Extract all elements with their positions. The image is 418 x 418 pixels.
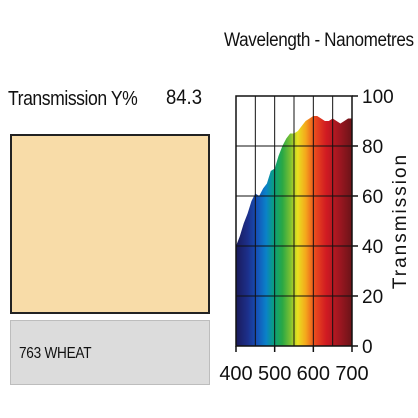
grid (236, 96, 352, 346)
x-tick-label: 700 (335, 363, 368, 385)
filter-name: 763 WHEAT (19, 345, 92, 362)
y-tick-label: 40 (362, 237, 383, 258)
x-tick-label: 400 (219, 363, 252, 385)
color-swatch (10, 134, 210, 314)
x-axis: 400 500 600 700 (219, 346, 369, 385)
y-tick-label: 80 (362, 137, 383, 158)
x-tick-label: 500 (258, 363, 291, 385)
y-axis-label: Transmission (390, 153, 411, 289)
y-axis: 0 20 40 60 80 100 (352, 87, 394, 358)
y-tick-label: 60 (362, 187, 383, 208)
y-tick-label: 20 (362, 287, 383, 308)
filter-name-box: 763 WHEAT (10, 320, 210, 385)
y-tick-label: 100 (362, 87, 394, 108)
y-tick-label: 0 (362, 337, 373, 358)
x-tick-label: 600 (297, 363, 330, 385)
transmission-label: Transmission Y% (8, 88, 138, 110)
plot-frame (235, 95, 353, 347)
transmission-value: 84.3 (166, 86, 202, 109)
chart-title: Wavelength - Nanometres (224, 30, 414, 51)
